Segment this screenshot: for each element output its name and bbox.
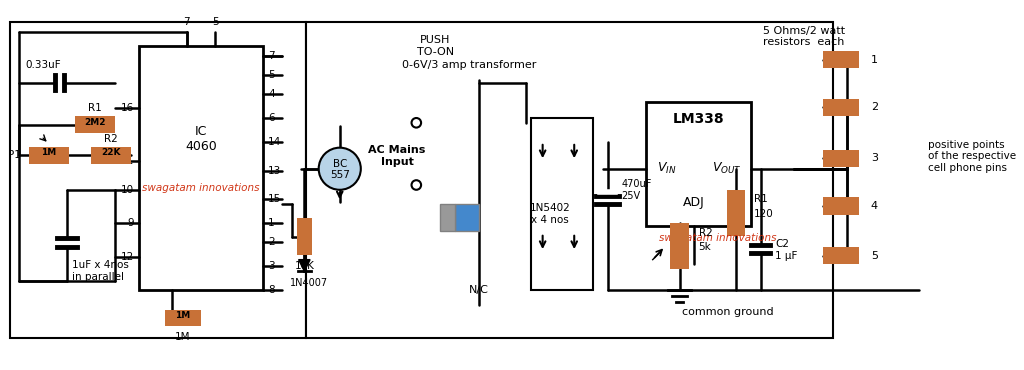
Bar — [823, 247, 859, 265]
Text: swagatam innovations: swagatam innovations — [659, 233, 776, 243]
Text: 14: 14 — [268, 137, 282, 147]
Text: positive points
of the respective
cell phone pins: positive points of the respective cell p… — [929, 140, 1017, 173]
Bar — [455, 204, 478, 231]
Bar — [306, 22, 833, 338]
Text: 15: 15 — [268, 194, 282, 204]
Text: 10: 10 — [121, 185, 134, 195]
Text: 1M: 1M — [41, 148, 56, 157]
Text: 0.33uF: 0.33uF — [26, 60, 60, 70]
Text: swagatam innovations: swagatam innovations — [281, 181, 484, 199]
Bar — [823, 198, 859, 215]
Text: IC
4060: IC 4060 — [185, 125, 217, 153]
Text: 1N4007: 1N4007 — [290, 278, 328, 287]
Bar — [646, 102, 752, 226]
Text: 1M: 1M — [175, 311, 190, 320]
Text: 1: 1 — [268, 218, 274, 228]
Bar — [75, 116, 115, 133]
Text: 5k: 5k — [698, 242, 712, 252]
Bar — [823, 51, 859, 68]
Text: 16: 16 — [121, 104, 134, 114]
Text: 22K: 22K — [101, 148, 121, 157]
Text: P1: P1 — [8, 150, 22, 160]
Bar — [29, 147, 69, 164]
Text: 557: 557 — [330, 171, 349, 181]
Text: $V_{OUT}$: $V_{OUT}$ — [713, 161, 742, 176]
Bar — [440, 204, 455, 231]
Text: ADJ: ADJ — [683, 196, 705, 209]
Bar — [823, 99, 859, 116]
Bar — [9, 22, 306, 338]
Text: 1uF x 4nos
in parallel: 1uF x 4nos in parallel — [72, 260, 129, 282]
Bar — [91, 147, 131, 164]
Text: 3: 3 — [268, 261, 274, 271]
Text: 10K: 10K — [295, 261, 314, 271]
Text: 0-6V/3 amp transformer: 0-6V/3 amp transformer — [401, 60, 537, 70]
Text: 6: 6 — [268, 113, 274, 123]
Text: PUSH
TO-ON: PUSH TO-ON — [417, 36, 454, 57]
Text: R2: R2 — [698, 228, 713, 238]
Text: 2M2: 2M2 — [84, 118, 105, 127]
Text: 4: 4 — [870, 201, 878, 211]
Text: 9: 9 — [127, 218, 134, 228]
Text: N/C: N/C — [469, 285, 488, 295]
Text: 120: 120 — [754, 209, 774, 219]
Text: 12: 12 — [121, 252, 134, 262]
Text: 1: 1 — [870, 55, 878, 65]
Text: C2
1 μF: C2 1 μF — [775, 239, 798, 261]
Text: R1: R1 — [754, 194, 768, 204]
Bar — [823, 149, 859, 167]
Bar — [139, 46, 263, 290]
Bar — [165, 310, 201, 326]
Text: 5 Ohms/2 watt
resistors  each: 5 Ohms/2 watt resistors each — [763, 26, 845, 47]
Bar — [727, 190, 744, 236]
Text: 5: 5 — [268, 70, 274, 80]
Text: $V_{IN}$: $V_{IN}$ — [657, 161, 677, 176]
Text: 13: 13 — [268, 166, 282, 176]
Text: PUSH
TO-ON: PUSH TO-ON — [440, 212, 478, 234]
Text: 5: 5 — [870, 251, 878, 261]
Text: 470uF
25V: 470uF 25V — [622, 179, 651, 201]
Text: 5: 5 — [212, 17, 219, 27]
Circle shape — [318, 148, 360, 190]
Text: BC: BC — [333, 159, 347, 169]
Bar — [297, 219, 312, 255]
Text: 2: 2 — [268, 238, 274, 248]
Text: common ground: common ground — [682, 307, 773, 317]
Text: swagatam innovations: swagatam innovations — [142, 183, 260, 193]
Bar — [670, 223, 689, 269]
Text: 2: 2 — [870, 102, 878, 112]
Polygon shape — [299, 260, 310, 271]
Text: 8: 8 — [268, 285, 274, 295]
Text: 3: 3 — [870, 153, 878, 163]
Text: 7: 7 — [183, 17, 189, 27]
Text: 11: 11 — [121, 156, 134, 166]
Text: LM338: LM338 — [673, 112, 724, 126]
Text: 4: 4 — [268, 89, 274, 99]
Text: 7: 7 — [268, 51, 274, 61]
Text: AC Mains
Input: AC Mains Input — [369, 145, 426, 167]
Text: 1N5402
x 4 nos: 1N5402 x 4 nos — [530, 203, 570, 225]
Text: 1M: 1M — [175, 332, 190, 342]
Text: R2: R2 — [104, 134, 118, 144]
Text: R1: R1 — [88, 104, 101, 114]
Bar — [531, 118, 593, 290]
